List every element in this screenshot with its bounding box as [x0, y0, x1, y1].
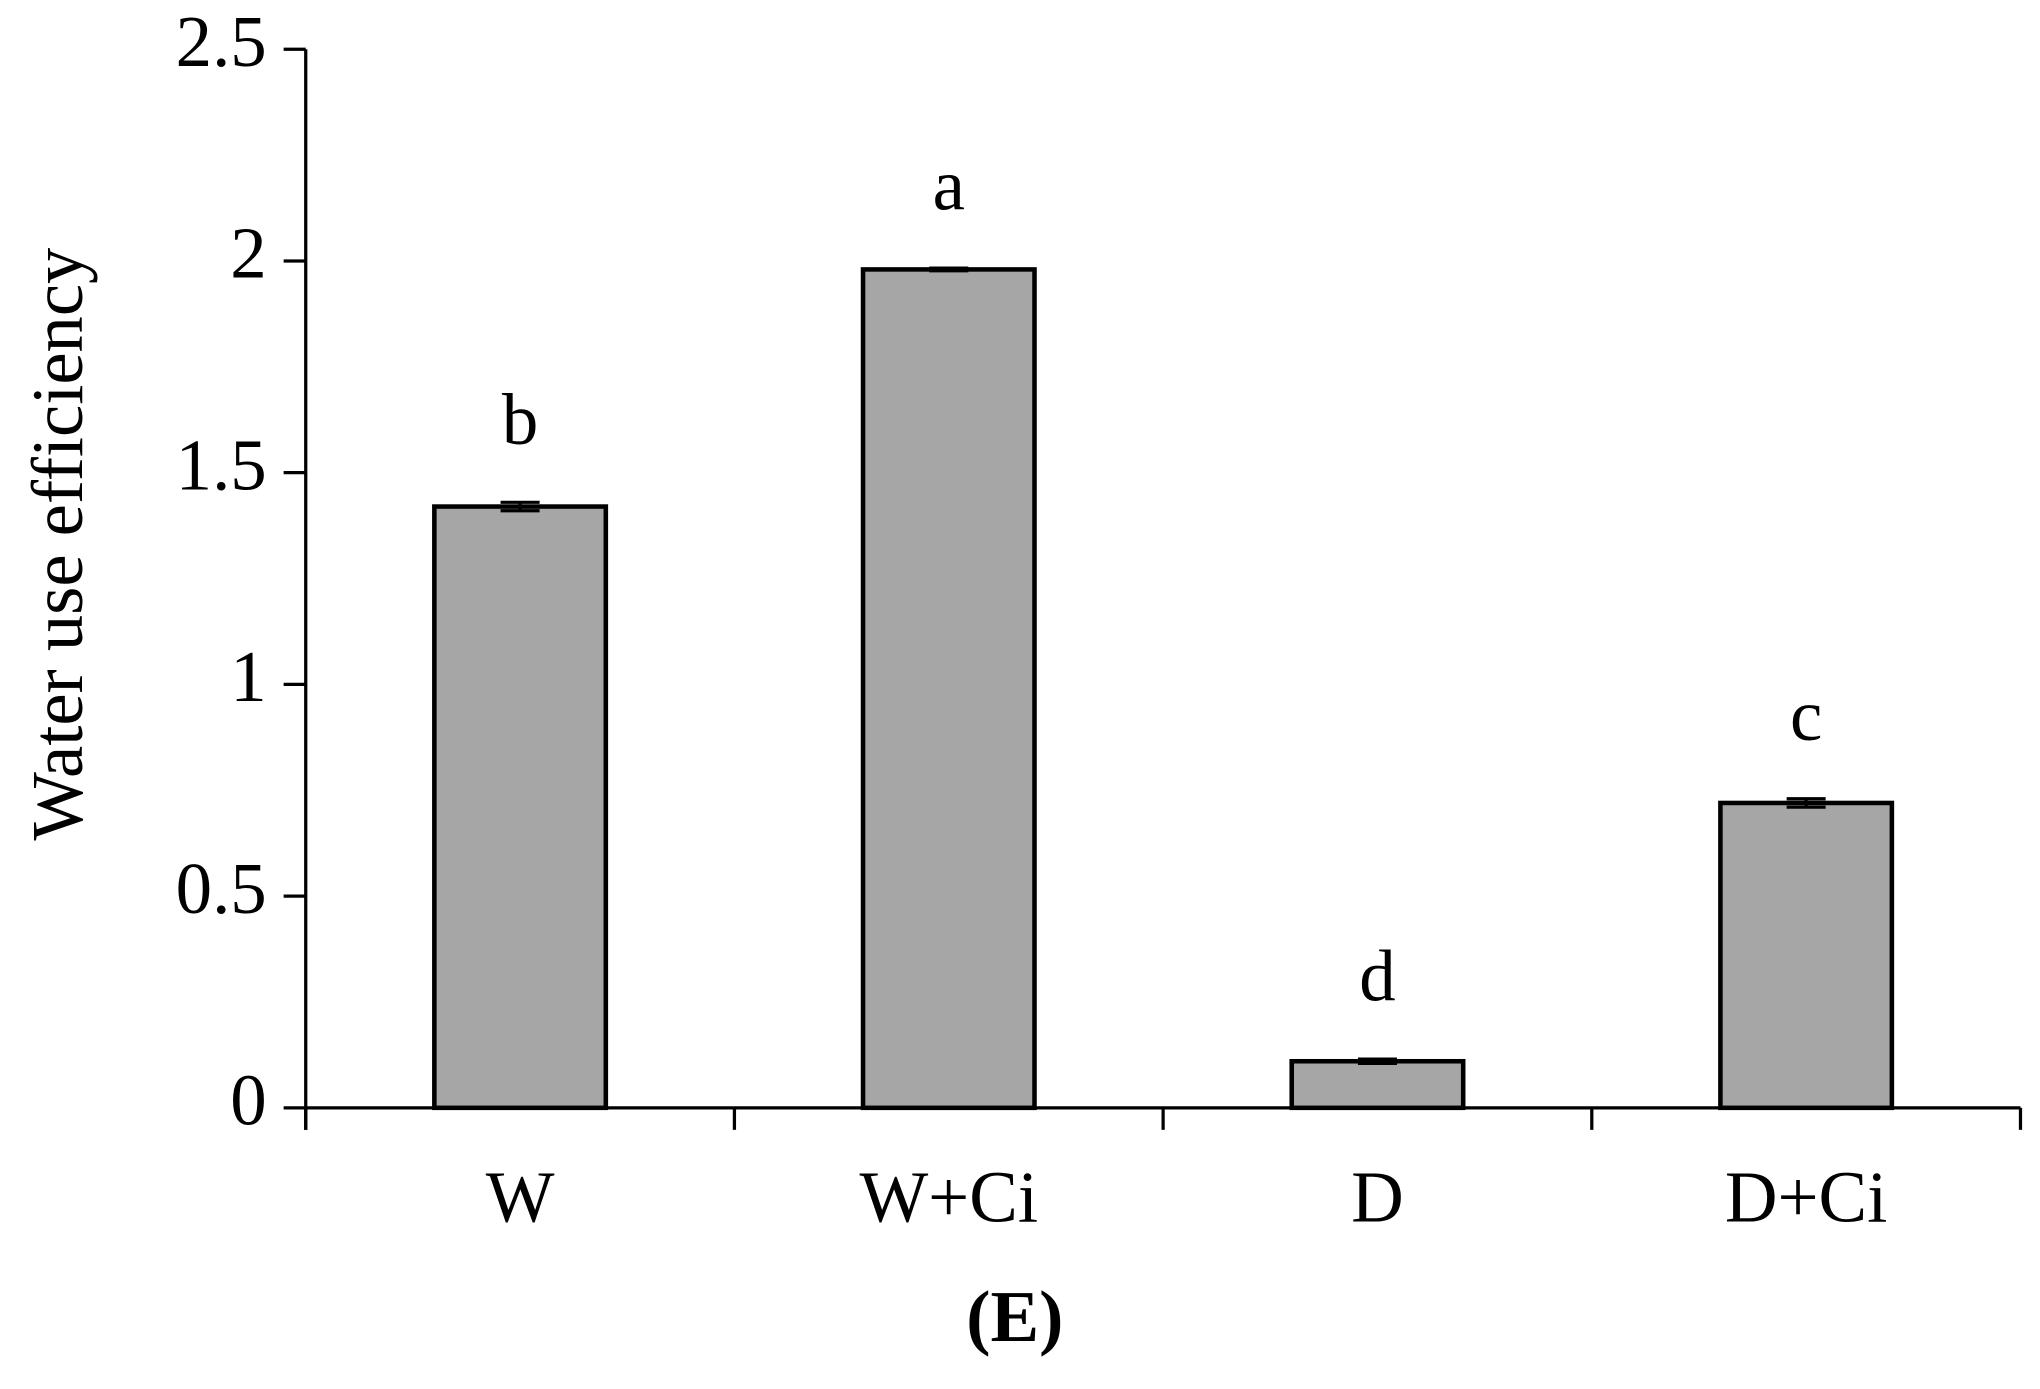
- bar: [1718, 800, 1895, 1111]
- error-bar: [500, 500, 540, 513]
- x-tick-label: D+Ci: [1725, 1157, 1888, 1238]
- panel-label: (E): [966, 1276, 1063, 1357]
- y-axis-label: Water use efficiency: [17, 247, 98, 841]
- significance-letter: b: [502, 379, 538, 460]
- x-tick-label: W+Ci: [859, 1157, 1038, 1238]
- bar: [860, 267, 1037, 1111]
- x-tick-label: D: [1351, 1157, 1404, 1238]
- x-tick-label: W: [486, 1157, 555, 1238]
- error-bar: [1357, 1057, 1397, 1065]
- y-tick-label: 1.5: [176, 424, 267, 505]
- bar: [432, 504, 609, 1111]
- y-tick-label: 0: [230, 1060, 266, 1141]
- y-tick-label: 2: [230, 213, 266, 294]
- bar: [1289, 1058, 1466, 1111]
- error-bar: [929, 266, 969, 273]
- error-bar: [1786, 797, 1826, 809]
- y-tick-label: 0.5: [176, 848, 267, 929]
- significance-letter: a: [933, 145, 965, 226]
- significance-letter: d: [1359, 936, 1395, 1017]
- significance-letter: c: [1790, 675, 1822, 756]
- y-tick-label: 1: [230, 636, 266, 717]
- y-tick-label: 2.5: [176, 1, 267, 82]
